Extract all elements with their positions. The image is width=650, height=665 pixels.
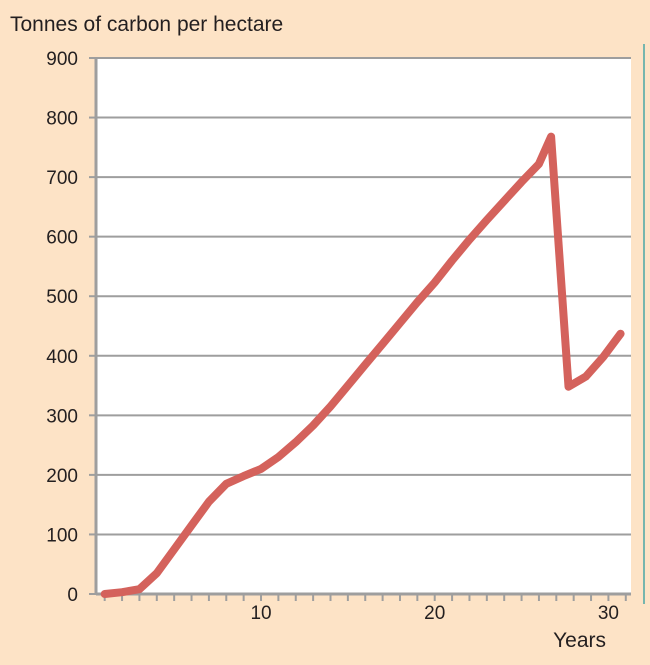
x-tick-label: 10 xyxy=(250,603,271,624)
y-tick-label: 100 xyxy=(46,525,78,546)
x-tick-label: 30 xyxy=(598,603,619,624)
y-tick-label: 700 xyxy=(46,168,78,189)
x-axis-label: Years xyxy=(553,629,606,652)
y-tick-label: 400 xyxy=(46,347,78,368)
y-tick-label: 300 xyxy=(46,406,78,427)
y-tick-label: 600 xyxy=(46,228,78,249)
tick-labels: 0 100 200 300 400 500 600 700 800 900 10 20 30 xyxy=(46,49,619,624)
plot-area xyxy=(96,58,631,594)
y-tick-label: 200 xyxy=(46,466,78,487)
series-line xyxy=(100,132,625,598)
y-axis-label: Tonnes of carbon per hectare xyxy=(10,13,283,36)
y-tick-label: 0 xyxy=(67,585,78,606)
x-tick-label: 20 xyxy=(424,603,445,624)
series xyxy=(100,132,625,598)
axes xyxy=(89,57,631,601)
y-tick-label: 500 xyxy=(46,287,78,308)
y-tick-label: 800 xyxy=(46,109,78,130)
y-tick-label: 900 xyxy=(46,49,78,70)
